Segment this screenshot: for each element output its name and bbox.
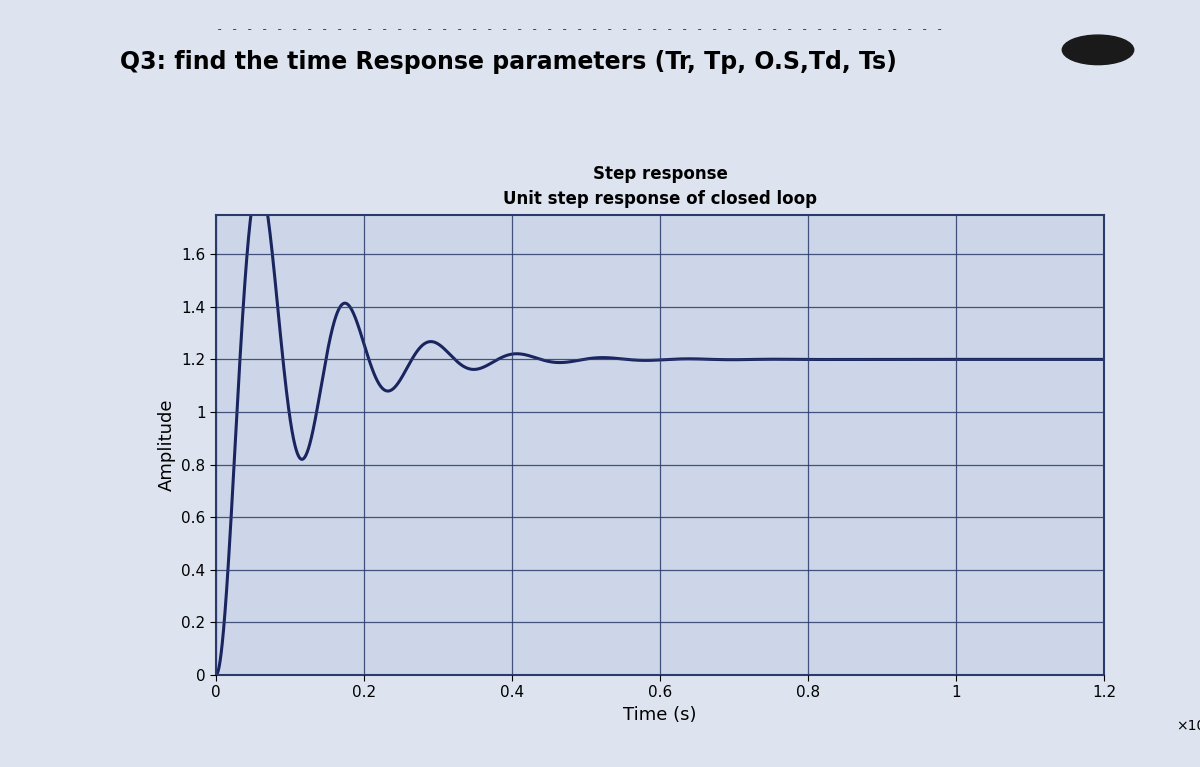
Ellipse shape [1062, 35, 1134, 64]
Text: Q3: find the time Response parameters (Tr, Tp, O.S,Td, Ts): Q3: find the time Response parameters (T… [120, 50, 896, 74]
X-axis label: Time (s): Time (s) [623, 706, 697, 724]
Text: - - - - - - - - - - - - - - - - - - - - - - - - - - - - - - - - - - - - - - - - : - - - - - - - - - - - - - - - - - - - - … [216, 23, 943, 36]
Y-axis label: Amplitude: Amplitude [157, 399, 175, 491]
Title: Step response
Unit step response of closed loop: Step response Unit step response of clos… [503, 165, 817, 208]
Text: ×10: ×10 [1176, 719, 1200, 733]
